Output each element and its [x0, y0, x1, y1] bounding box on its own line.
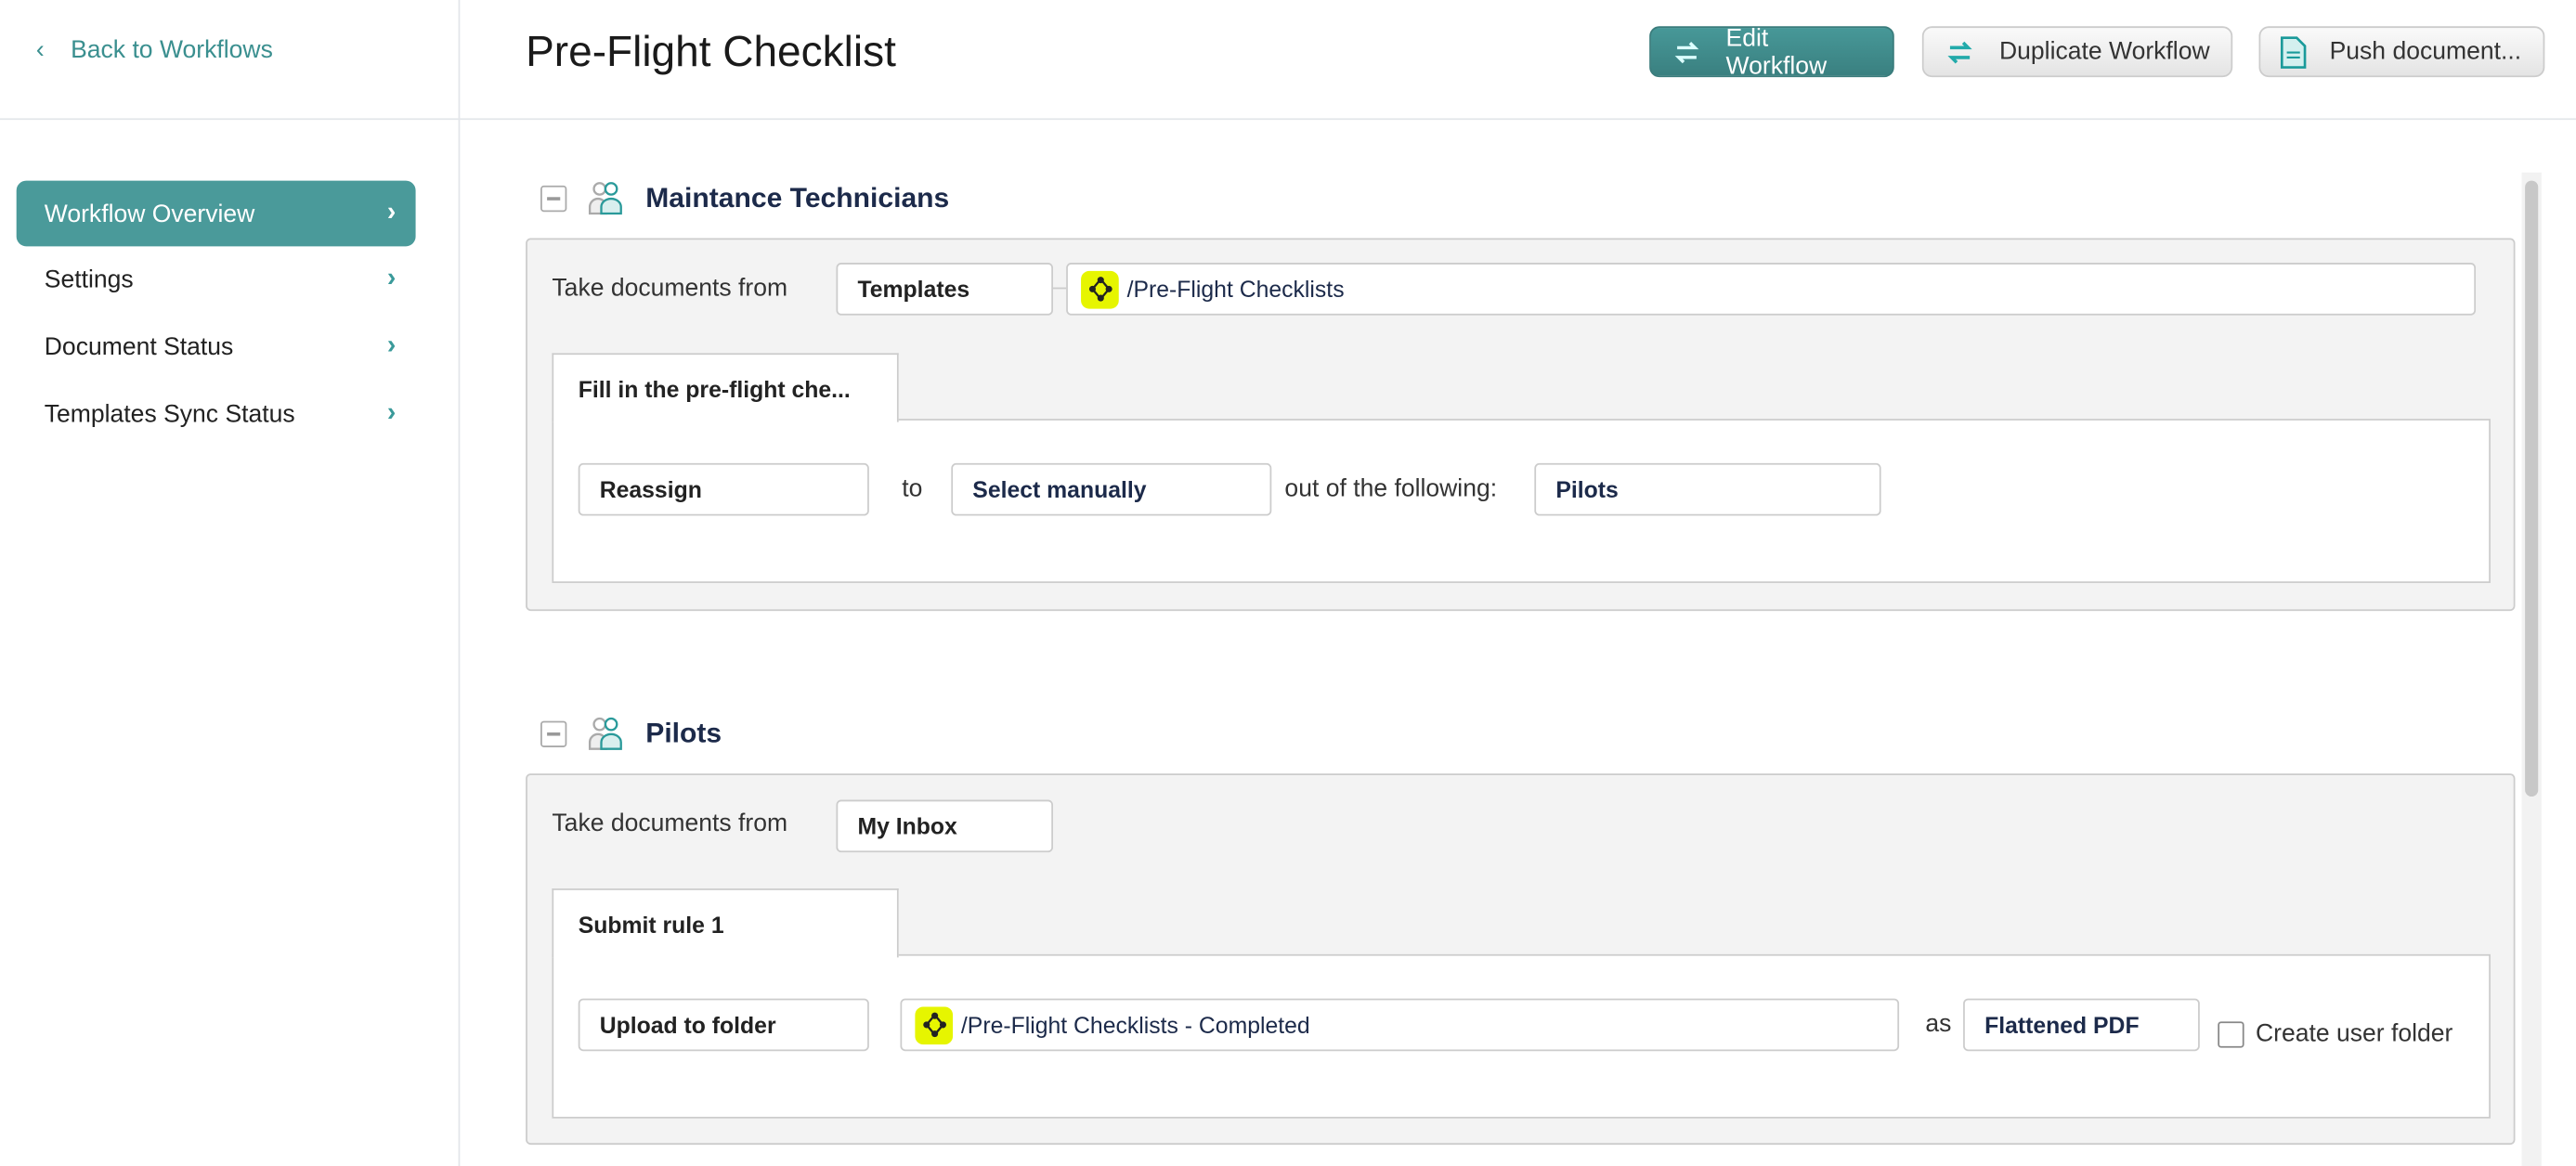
- sidebar-item-templates-sync-status[interactable]: Templates Sync Status ›: [44, 398, 397, 428]
- folder-path-field[interactable]: /Pre-Flight Checklists - Completed: [900, 998, 1900, 1052]
- collapse-icon[interactable]: [540, 185, 567, 213]
- chevron-right-icon: ›: [386, 398, 397, 427]
- create-user-folder-checkbox[interactable]: Create user folder: [2218, 1020, 2452, 1048]
- section-header: Maintance Technicians: [540, 181, 949, 217]
- folder-network-icon: [915, 1005, 954, 1044]
- group-select[interactable]: Pilots: [1534, 462, 1881, 516]
- chevron-left-icon: ‹: [35, 35, 45, 64]
- sidebar-item-workflow-overview[interactable]: Workflow Overview ›: [16, 180, 416, 247]
- duplicate-workflow-button[interactable]: Duplicate Workflow: [1921, 26, 2233, 78]
- chevron-right-icon: ›: [386, 199, 397, 227]
- users-icon: [588, 182, 622, 215]
- scrollbar-thumb[interactable]: [2525, 180, 2539, 797]
- to-label: to: [902, 474, 923, 503]
- action-select[interactable]: Reassign: [578, 462, 869, 516]
- source-select[interactable]: My Inbox: [836, 799, 1053, 853]
- back-to-workflows-link[interactable]: ‹ Back to Workflows: [35, 35, 273, 64]
- rule-content: [552, 419, 2491, 584]
- folder-path-field[interactable]: /Pre-Flight Checklists: [1066, 263, 2477, 316]
- checkbox-icon[interactable]: [2218, 1020, 2244, 1047]
- folder-network-icon: [1081, 270, 1119, 308]
- users-icon: [588, 717, 622, 750]
- sidebar: [0, 0, 461, 1166]
- tab-rule[interactable]: Fill in the pre-flight che...: [552, 353, 899, 422]
- out-of-label: out of the following:: [1284, 474, 1498, 503]
- document-icon: [2280, 35, 2307, 68]
- as-label: as: [1925, 1009, 1952, 1039]
- sync-icon: [1674, 41, 1699, 63]
- chevron-right-icon: ›: [386, 264, 397, 292]
- source-select[interactable]: Templates: [836, 263, 1053, 316]
- section-header: Pilots: [540, 716, 722, 752]
- collapse-icon[interactable]: [540, 720, 567, 747]
- take-documents-label: Take documents from: [552, 810, 788, 838]
- edit-workflow-button[interactable]: Edit Workflow: [1649, 24, 1894, 80]
- action-select[interactable]: Upload to folder: [578, 998, 869, 1052]
- page-title: Pre-Flight Checklist: [526, 26, 896, 76]
- push-document-button[interactable]: Push document...: [2258, 26, 2545, 78]
- sidebar-item-document-status[interactable]: Document Status ›: [44, 331, 397, 361]
- chevron-right-icon: ›: [386, 331, 397, 360]
- sidebar-item-settings[interactable]: Settings ›: [44, 264, 397, 293]
- sync-icon: [1947, 40, 1972, 63]
- format-select[interactable]: Flattened PDF: [1963, 998, 2200, 1052]
- assign-mode-select[interactable]: Select manually: [951, 462, 1272, 516]
- take-documents-label: Take documents from: [552, 274, 788, 303]
- tab-rule[interactable]: Submit rule 1: [552, 888, 899, 958]
- header-divider: [0, 118, 2576, 121]
